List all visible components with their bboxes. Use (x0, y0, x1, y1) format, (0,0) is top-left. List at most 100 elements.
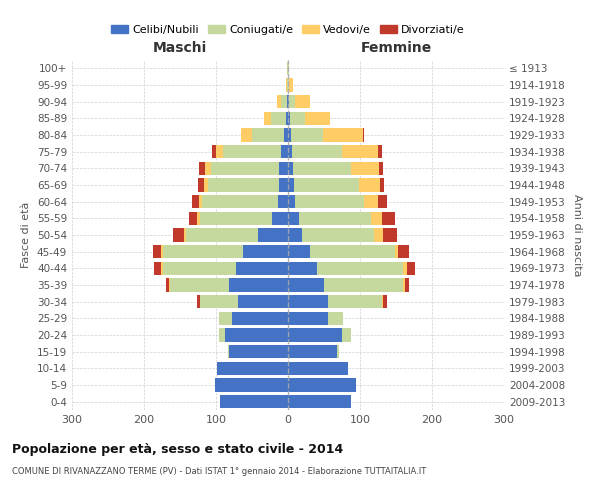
Bar (238, 295, 288, 308)
Bar (342, 145, 378, 158)
Bar (337, 345, 339, 358)
Bar (350, 162, 379, 175)
Bar (371, 212, 382, 225)
Bar (310, 245, 395, 258)
Bar (287, 95, 288, 108)
Bar (288, 312, 328, 325)
Bar (302, 228, 374, 241)
Bar (324, 278, 403, 291)
Bar (286, 112, 288, 125)
Bar (288, 128, 291, 141)
Bar (152, 245, 161, 258)
Bar (197, 295, 200, 308)
Bar (383, 295, 386, 308)
Bar (374, 228, 383, 241)
Bar (280, 162, 288, 175)
Bar (288, 345, 337, 358)
Legend: Celibi/Nubili, Coniugati/e, Vedovi/e, Divorziati/e: Celibi/Nubili, Coniugati/e, Vedovi/e, Di… (107, 20, 469, 39)
Bar (288, 228, 302, 241)
Bar (229, 278, 288, 291)
Bar (288, 362, 348, 375)
Bar (216, 145, 223, 158)
Bar (403, 278, 406, 291)
Bar (305, 112, 330, 125)
Bar (317, 262, 403, 275)
Bar (342, 328, 350, 342)
Bar (406, 278, 409, 291)
Bar (288, 78, 289, 92)
Bar (382, 212, 395, 225)
Bar (197, 212, 200, 225)
Bar (198, 178, 204, 192)
Y-axis label: Fasce di età: Fasce di età (22, 202, 31, 268)
Bar (163, 245, 244, 258)
Bar (288, 145, 292, 158)
Bar (398, 245, 409, 258)
Bar (154, 262, 161, 275)
Bar (281, 145, 288, 158)
Bar (289, 95, 295, 108)
Bar (191, 195, 199, 208)
Bar (288, 328, 342, 342)
Bar (204, 178, 208, 192)
Bar (199, 195, 202, 208)
Bar (229, 345, 288, 358)
Bar (299, 212, 371, 225)
Bar (288, 62, 289, 75)
Bar (236, 262, 288, 275)
Bar (161, 262, 163, 275)
Bar (323, 128, 363, 141)
Bar (166, 278, 169, 291)
Bar (359, 178, 380, 192)
Bar (295, 195, 364, 208)
Bar (211, 162, 280, 175)
Bar (383, 228, 397, 241)
Bar (223, 145, 281, 158)
Bar (205, 162, 211, 175)
Bar (284, 128, 288, 141)
Bar (288, 162, 293, 175)
Bar (161, 245, 163, 258)
Bar (252, 128, 284, 141)
Bar (407, 262, 415, 275)
Bar (278, 195, 288, 208)
Bar (288, 395, 352, 408)
Bar (227, 345, 229, 358)
Bar (378, 145, 382, 158)
Bar (379, 162, 383, 175)
Bar (328, 295, 382, 308)
Bar (219, 312, 232, 325)
Bar (277, 95, 281, 108)
Bar (403, 262, 407, 275)
Bar (258, 228, 288, 241)
Bar (188, 212, 197, 225)
Bar (264, 112, 271, 125)
Bar (363, 128, 364, 141)
Bar (290, 112, 305, 125)
Bar (328, 312, 343, 325)
Text: Popolazione per età, sesso e stato civile - 2014: Popolazione per età, sesso e stato civil… (12, 442, 343, 456)
Bar (163, 262, 236, 275)
Y-axis label: Anni di nascita: Anni di nascita (572, 194, 582, 276)
Bar (212, 145, 216, 158)
Bar (220, 395, 288, 408)
Bar (289, 78, 293, 92)
Bar (294, 178, 359, 192)
Bar (288, 295, 328, 308)
Bar (395, 245, 398, 258)
Bar (287, 62, 288, 75)
Bar (170, 278, 229, 291)
Bar (378, 195, 386, 208)
Bar (200, 212, 272, 225)
Bar (293, 162, 350, 175)
Bar (288, 112, 290, 125)
Bar (288, 278, 324, 291)
Bar (244, 245, 288, 258)
Bar (200, 295, 238, 308)
Bar (288, 178, 294, 192)
Bar (215, 378, 288, 392)
Bar (169, 278, 170, 291)
Text: COMUNE DI RIVANAZZANO TERME (PV) - Dati ISTAT 1° gennaio 2014 - Elaborazione TUT: COMUNE DI RIVANAZZANO TERME (PV) - Dati … (12, 468, 426, 476)
Bar (281, 95, 287, 108)
Bar (184, 228, 186, 241)
